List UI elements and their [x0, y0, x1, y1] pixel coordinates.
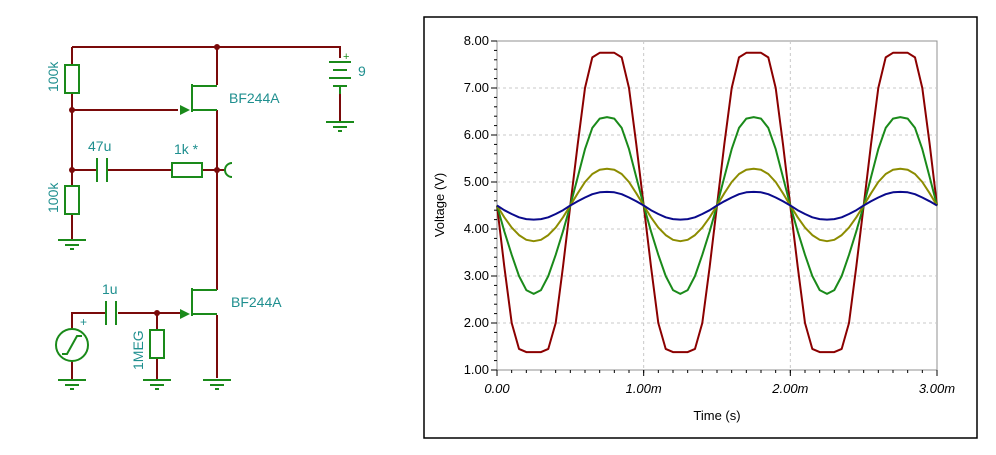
series-lines	[496, 51, 938, 354]
label-source-plus: +	[80, 315, 87, 329]
x-tick-label: 3.00m	[919, 381, 955, 396]
label-cap-out: 47u	[88, 138, 111, 154]
y-tick-label: 3.00	[464, 268, 489, 283]
label-battery: 9	[358, 63, 366, 79]
capacitor-1u	[105, 301, 117, 325]
y-tick-label: 6.00	[464, 127, 489, 142]
resistor-1meg	[149, 329, 165, 359]
y-tick-label: 4.00	[464, 221, 489, 236]
label-r-series: 1k *	[174, 141, 199, 157]
series-line-4	[496, 190, 938, 221]
label-jfet-top: BF244A	[229, 90, 280, 106]
output-terminal	[224, 162, 233, 178]
grid-lines	[497, 41, 937, 370]
ground-symbol	[326, 121, 354, 132]
ground-symbol	[58, 239, 86, 250]
schematic: 100k 100k 47u 1k * + 9 BF244A BF244A 1u …	[45, 44, 366, 390]
label-battery-plus: +	[343, 51, 349, 63]
label-r-top: 100k	[45, 61, 61, 92]
label-r-bottom: 100k	[45, 182, 61, 213]
x-tick-label: 0.00	[484, 381, 510, 396]
resistor-100k-top	[64, 64, 80, 94]
y-tick-label: 8.00	[464, 33, 489, 48]
battery-9v	[329, 61, 351, 94]
y-axis-title: Voltage (V)	[432, 173, 447, 237]
label-r-gate: 1MEG	[130, 330, 146, 370]
ground-symbol	[58, 379, 86, 390]
resistor-1k	[171, 162, 203, 178]
junction-dot	[69, 167, 75, 173]
y-tick-label: 7.00	[464, 80, 489, 95]
y-axis-ticks: 1.00 2.00 3.00 4.00 5.00 6.00 7.00 8.00	[464, 33, 497, 377]
x-axis-ticks: 0.00 1.00m 2.00m 3.00m	[484, 370, 955, 396]
chart: 1.00 2.00 3.00 4.00 5.00 6.00 7.00 8.00 0.00 1.0…	[423, 16, 978, 439]
wire-top-rail	[72, 46, 341, 58]
resistor-100k-bottom	[64, 185, 80, 215]
x-tick-label: 1.00m	[626, 381, 662, 396]
junction-dot	[154, 310, 160, 316]
ground-symbol	[143, 379, 171, 390]
ground-symbol	[203, 379, 231, 390]
wire-src-cap	[71, 312, 105, 330]
y-tick-label: 2.00	[464, 315, 489, 330]
label-cap-in: 1u	[102, 281, 118, 297]
label-jfet-bottom: BF244A	[231, 294, 282, 310]
jfet-bottom	[180, 288, 217, 319]
junction-dot	[214, 167, 220, 173]
signal-source	[55, 328, 89, 362]
x-tick-label: 2.00m	[771, 381, 808, 396]
jfet-top	[180, 84, 217, 115]
junction-dot	[69, 107, 75, 113]
capacitor-47u	[96, 158, 108, 182]
x-axis-title: Time (s)	[693, 408, 740, 423]
y-tick-label: 5.00	[464, 174, 489, 189]
y-tick-label: 1.00	[464, 362, 489, 377]
junction-dot	[214, 44, 220, 50]
